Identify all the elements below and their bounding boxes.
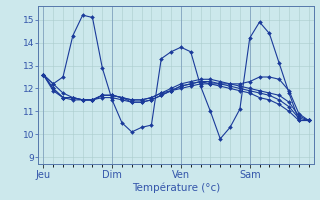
X-axis label: Température (°c): Température (°c)	[132, 182, 220, 193]
